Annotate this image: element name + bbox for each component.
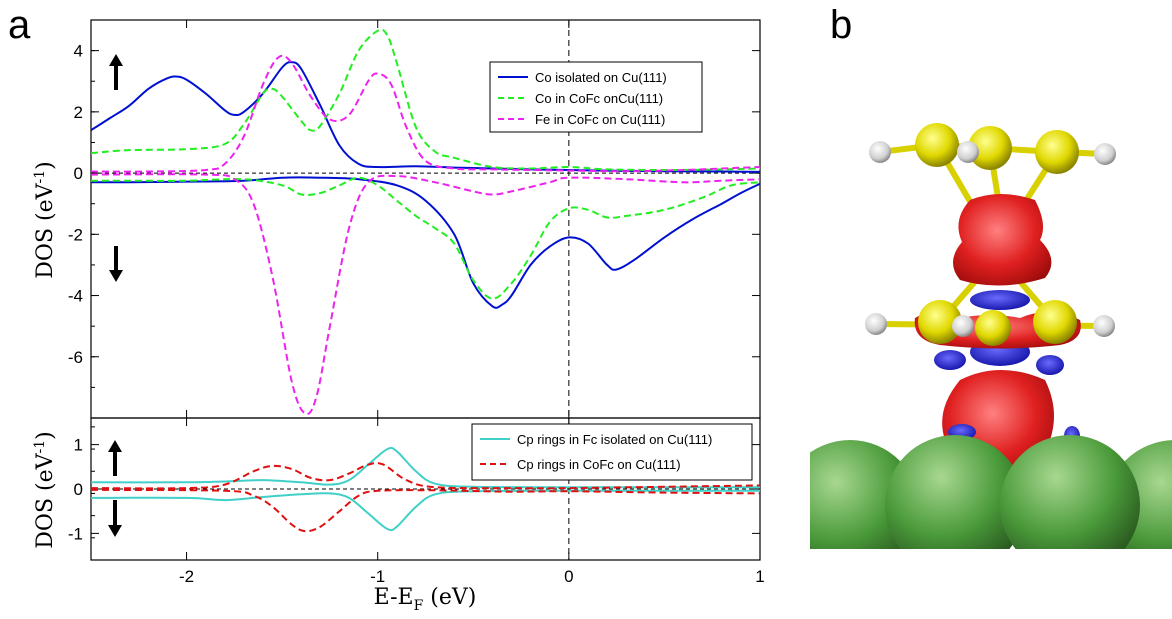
top-legend: Co isolated on Cu(111) Co in CoFc onCu(1… [489, 61, 703, 133]
top-ylabel: DOS (eV-1) [32, 161, 58, 278]
series-line-bottom-1-down [91, 488, 760, 533]
copper-atom [885, 435, 1025, 549]
xlabel: E-EF (eV) [374, 585, 477, 614]
spin-down-arrow-icon [109, 246, 123, 282]
carbon-atom [918, 300, 962, 344]
series-line-bottom-0-down [91, 489, 760, 532]
series-line-top-1-up [91, 28, 760, 172]
x-tick-label: -1 [370, 567, 385, 586]
y-tick-label: 0 [74, 480, 83, 499]
y-tick-label: -4 [68, 287, 83, 306]
hydrogen-atom [869, 141, 891, 163]
bottom-dos-plot: -2 -1 0 1 1 0 -1 [68, 417, 765, 586]
carbon-atom [915, 123, 959, 167]
y-tick-label: -6 [68, 348, 83, 367]
density-lobe-blue [970, 290, 1030, 310]
series-line-top-1-down [91, 176, 760, 300]
carbon-atom [1035, 130, 1079, 174]
carbon-atom [1033, 300, 1077, 344]
y-tick-label: -2 [68, 225, 83, 244]
x-tick-label: 0 [564, 567, 573, 586]
legend-label-cp-fc: Cp rings in Fc isolated on Cu(111) [517, 432, 712, 447]
legend-label-co-isolated: Co isolated on Cu(111) [535, 70, 667, 85]
x-tick-label: -2 [179, 567, 194, 586]
density-lobe-blue [934, 350, 966, 370]
bottom-legend: Cp rings in Fc isolated on Cu(111) Cp ri… [471, 423, 753, 481]
spin-up-arrow-icon [108, 440, 122, 476]
legend-label-co-in-cofc: Co in CoFc onCu(111) [535, 91, 663, 106]
density-lobe-blue [1036, 355, 1064, 375]
copper-surface [810, 435, 1172, 549]
y-tick-label: -1 [68, 524, 83, 543]
y-tick-label: 4 [74, 42, 83, 61]
y-tick-label: 2 [74, 103, 83, 122]
series-line-top-2-up [91, 54, 760, 173]
hydrogen-atom [865, 313, 887, 335]
spin-up-arrow-icon [109, 54, 123, 90]
hydrogen-atom [1093, 315, 1115, 337]
panel-label-b: b [830, 3, 852, 47]
spin-down-arrow-icon [108, 500, 122, 537]
legend-label-fe-in-cofc: Fe in CoFc on Cu(111) [535, 112, 665, 127]
x-tick-label: 1 [755, 567, 764, 586]
carbon-atom [975, 310, 1011, 346]
hydrogen-atom [952, 315, 974, 337]
series-line-bottom-0-up [91, 446, 760, 489]
density-lobe-red-top [952, 194, 1052, 286]
top-legend-box [489, 61, 703, 133]
y-tick-label: 1 [74, 436, 83, 455]
series-line-bottom-1-up [91, 462, 760, 490]
copper-atom [1000, 435, 1140, 549]
legend-label-cp-cofc: Cp rings in CoFc on Cu(111) [517, 457, 681, 472]
carbon-atom [968, 126, 1012, 170]
hydrogen-atom [1094, 143, 1116, 165]
panel-label-a: a [8, 3, 31, 47]
bottom-ylabel: DOS (eV-1) [32, 431, 58, 548]
bottom-legend-box [471, 423, 753, 481]
series-line-top-2-down [91, 173, 760, 416]
series-line-top-0-down [91, 176, 760, 309]
y-tick-label: 0 [74, 164, 83, 183]
hydrogen-atom [957, 141, 979, 163]
molecule-density-illustration [810, 123, 1172, 549]
